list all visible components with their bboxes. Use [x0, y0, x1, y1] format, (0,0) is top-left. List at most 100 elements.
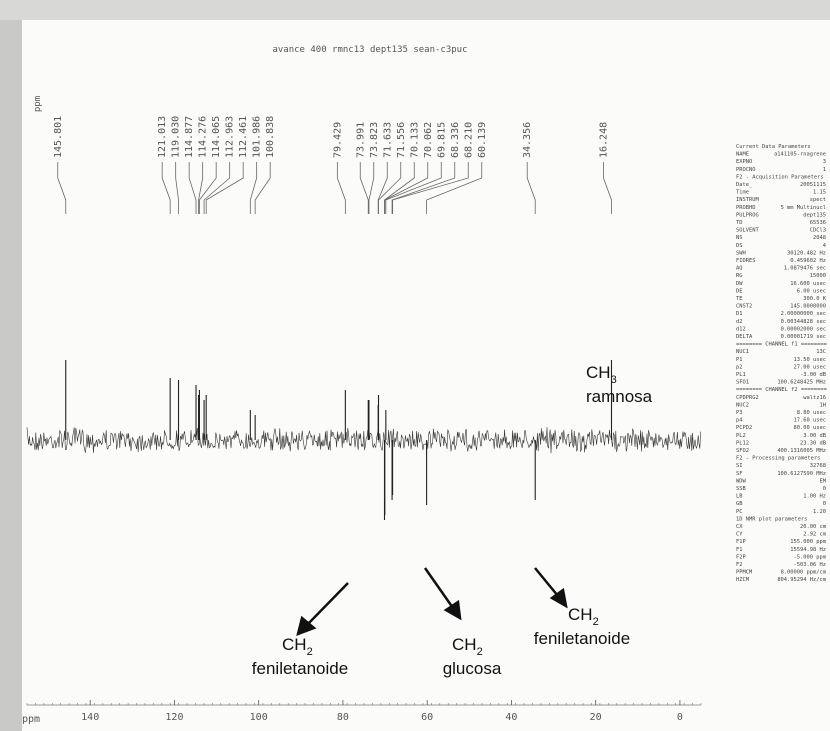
param-key: NAME	[736, 152, 749, 158]
x-tick-label: 80	[337, 712, 349, 723]
param-key: F2	[736, 562, 743, 568]
param-key: P3	[736, 410, 743, 416]
param-key: PPMCM	[736, 570, 753, 576]
param-key: DELTA	[736, 334, 753, 340]
peak-label: 71.633	[382, 122, 393, 158]
peak-label-leader	[526, 162, 536, 214]
param-value: 1.00 Hz	[803, 494, 826, 500]
annotation: CH2	[282, 635, 313, 658]
peak-label-leader	[188, 162, 197, 214]
noise	[26, 427, 701, 454]
param-value: 32768	[810, 463, 826, 469]
param-value: 27.00 usec	[794, 364, 826, 370]
param-value: 3.00 dB	[803, 433, 826, 439]
annotation: CH3	[586, 363, 617, 386]
param-value: 0.00344828 sec	[781, 319, 826, 325]
param-value: 0.00002000 sec	[781, 326, 826, 332]
param-key: PL2	[736, 433, 746, 439]
peak-label-leader	[199, 162, 217, 214]
param-value: -5.000 ppm	[794, 554, 826, 560]
annotation: feniletanoide	[252, 659, 348, 678]
param-value: 1.0879476 sec	[784, 266, 826, 272]
chart-title: avance 400 rmnc13 dept135 sean-c3puc	[272, 45, 467, 55]
peak-label: 71.556	[396, 122, 407, 158]
peak-label: 112.461	[238, 116, 249, 158]
param-value: 20.00 cm	[800, 524, 826, 530]
param-key: Time	[736, 190, 749, 196]
param-value: 1.20	[813, 509, 826, 515]
x-tick-label: 20	[590, 712, 602, 723]
peak-label-leader	[161, 162, 171, 214]
param-key: SSB	[736, 486, 746, 492]
param-value: 804.95294 Hz/cm	[777, 577, 826, 583]
param-key: p2	[736, 364, 743, 370]
annotation: CH2	[452, 635, 483, 658]
param-value: 30120.482 Hz	[787, 250, 826, 256]
param-value: 8.00000 ppm/cm	[781, 570, 826, 576]
param-value: 16.600 usec	[790, 281, 826, 287]
param-key: DS	[736, 243, 743, 249]
param-value: 23.30 dB	[800, 440, 826, 446]
x-tick-label: 40	[505, 712, 517, 723]
peak-label-leader	[57, 162, 67, 214]
param-key: SWH	[736, 250, 746, 256]
x-tick-label: 0	[677, 712, 683, 723]
param-value: -3.00 dB	[800, 372, 826, 378]
peak-label-leader	[359, 162, 369, 214]
peak-label-leader	[378, 162, 402, 214]
param-value: spect	[810, 197, 826, 203]
param-key: LB	[736, 494, 743, 500]
peak-label: 114.877	[184, 116, 195, 158]
param-value: 3	[823, 159, 826, 165]
peak-label: 112.963	[225, 116, 236, 158]
param-key: F1P	[736, 539, 746, 545]
peak-label-leader	[392, 162, 469, 214]
param-heading: 1D NMR plot parameters	[736, 516, 807, 522]
param-key: d12	[736, 326, 746, 332]
param-value: 8.80 usec	[797, 410, 826, 416]
param-key: AQ	[736, 266, 743, 272]
x-axis-label: ppm	[22, 714, 40, 725]
param-value: 5 mm Multinucl	[781, 205, 826, 211]
param-key: p4	[736, 418, 743, 424]
param-key: DE	[736, 288, 743, 294]
peak-label-leader	[175, 162, 179, 214]
peak-label-leader	[203, 162, 231, 214]
peak-label-leader	[336, 162, 346, 214]
param-value: a141105-rnagrene	[774, 152, 826, 158]
peak-label: 145.801	[53, 116, 64, 158]
peak-label-leader	[254, 162, 271, 214]
peak-label: 119.030	[171, 116, 182, 158]
param-key: F1	[736, 547, 743, 553]
param-key: CNST2	[736, 304, 752, 310]
param-value: 6.00 usec	[797, 288, 826, 294]
peak-label: 68.336	[450, 122, 461, 158]
peak-label: 121.013	[157, 116, 168, 158]
param-value: 0.00001719 sec	[781, 334, 826, 340]
peak-label: 114.276	[198, 116, 209, 158]
param-key: NS	[736, 235, 743, 241]
peak-label: 79.429	[332, 122, 343, 158]
param-key: EXPNO	[736, 159, 752, 165]
param-value: 20051115	[800, 182, 826, 188]
param-key: RG	[736, 273, 743, 279]
param-key: FIDRES	[736, 258, 755, 264]
param-value: 100.6248425 MHz	[777, 380, 826, 386]
peak-label: 101.986	[252, 116, 263, 158]
peak-label: 100.838	[265, 116, 276, 158]
param-value: 17.60 usec	[794, 418, 826, 424]
param-key: SF	[736, 471, 743, 477]
peak-label-leader	[603, 162, 612, 214]
param-key: SFO1	[736, 380, 749, 386]
peak-label: 16.248	[598, 122, 609, 158]
peak-label: 114.065	[211, 116, 222, 158]
param-key: CY	[736, 532, 743, 538]
peak-label-leader	[249, 162, 258, 214]
noise-trace	[26, 427, 701, 454]
param-heading: F2 - Acquisition Parameters	[736, 174, 824, 180]
peak-label: 60.139	[477, 122, 488, 158]
parameter-panel: Current Data Parameters NAME a141105-rnagr…	[736, 144, 828, 583]
param-key: GB	[736, 501, 743, 507]
param-value: waltz16	[803, 395, 826, 401]
param-key: DW	[736, 281, 743, 287]
